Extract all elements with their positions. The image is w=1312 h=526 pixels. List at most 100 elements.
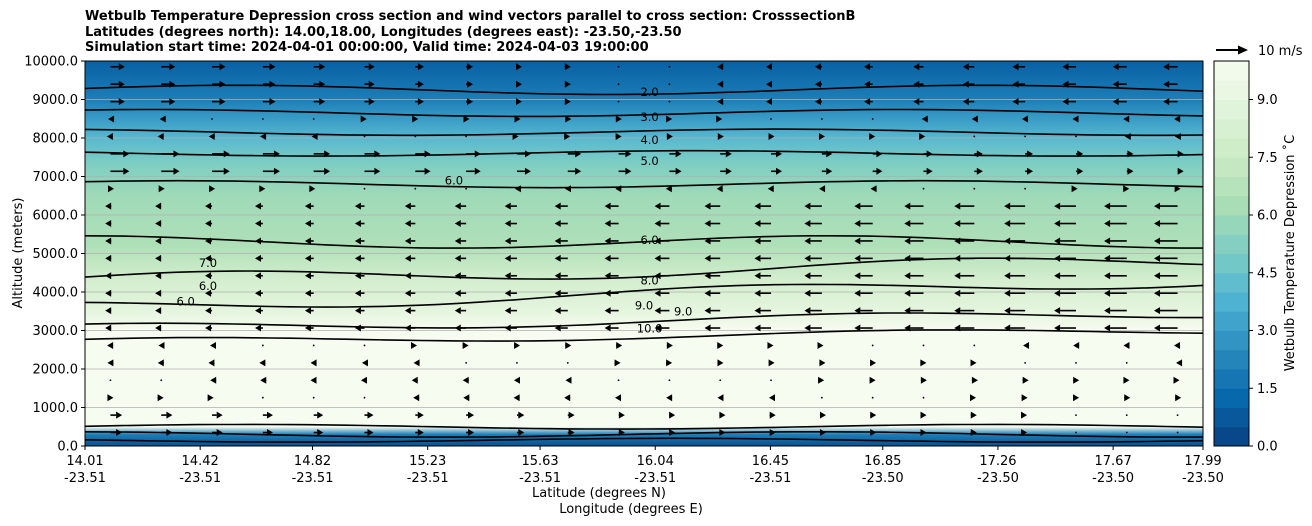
wind-vector [819, 185, 826, 193]
wind-vector [304, 237, 314, 245]
wind-vector [354, 220, 365, 228]
wind-vector [415, 80, 424, 88]
colorbar-band [1214, 195, 1249, 216]
title-line-3: Simulation start time: 2024-04-01 00:00:… [85, 40, 649, 55]
wind-vector [720, 150, 732, 158]
wind-vector [973, 344, 976, 347]
wind-vector [161, 98, 176, 106]
wind-vector [210, 341, 217, 349]
wind-vector [904, 272, 924, 280]
wind-vector [962, 98, 975, 106]
wind-vector [304, 324, 314, 332]
wind-vector [1154, 307, 1178, 315]
wind-vector [304, 254, 314, 262]
wind-vector [1125, 414, 1128, 417]
wind-vector [155, 254, 162, 262]
wind-vector [1054, 237, 1076, 245]
wind-vector [913, 63, 924, 71]
wind-vector [804, 220, 822, 228]
wind-vector [614, 359, 621, 367]
colorbar-band [1214, 369, 1249, 389]
wind-vector [255, 220, 263, 228]
wind-vector [310, 359, 317, 367]
wind-vector [259, 185, 266, 193]
wind-vector [107, 341, 114, 349]
wind-vector [161, 167, 180, 175]
contour-label: 3.0 [640, 110, 658, 124]
wind-vector [1104, 254, 1127, 262]
wind-vector [954, 220, 975, 228]
wind-vector [1012, 98, 1026, 106]
wind-vector [212, 167, 230, 175]
wind-vector [1176, 359, 1183, 367]
wind-vector [1054, 272, 1076, 280]
wind-vector [155, 307, 162, 315]
wind-vector [1154, 220, 1178, 228]
wind-vector [704, 220, 721, 228]
wind-vector [105, 272, 112, 280]
x-tick-label-lat: 17.26 [979, 454, 1016, 469]
wind-vector [1021, 429, 1028, 437]
wind-vector [814, 98, 822, 106]
wind-vector [668, 379, 671, 382]
wind-vector [669, 429, 676, 437]
wind-vector [1054, 254, 1076, 262]
x-tick-label-lat: 14.82 [294, 454, 331, 469]
wind-vector [1054, 202, 1076, 210]
wind-vector [1004, 220, 1026, 228]
wind-vector [864, 80, 873, 88]
wind-vector [1054, 220, 1076, 228]
wind-vector [155, 220, 162, 228]
wind-vector [618, 429, 625, 437]
wind-vector [1024, 361, 1027, 364]
wind-vector [872, 167, 883, 175]
wind-vector [615, 115, 622, 123]
wind-vector [504, 237, 517, 245]
wind-vector [604, 289, 619, 297]
wind-vector [920, 359, 927, 367]
wind-vector [261, 344, 264, 347]
wind-vector [566, 361, 569, 364]
wind-vector [413, 394, 420, 402]
wind-vector [158, 185, 165, 193]
wind-vector [158, 341, 165, 349]
wind-vector [108, 185, 115, 193]
wind-vector [207, 394, 214, 402]
wind-vector [704, 289, 721, 297]
wind-vector [454, 272, 467, 280]
y-tick-label: 3000.0 [33, 324, 79, 339]
wind-vector [205, 237, 213, 245]
wind-vector [313, 150, 331, 158]
wind-vector [309, 185, 316, 193]
wind-vector [704, 307, 721, 315]
colorbar-band [1214, 407, 1249, 428]
wind-vector [255, 254, 263, 262]
wind-vector [554, 220, 568, 228]
wind-vector [105, 254, 112, 262]
y-tick-label: 9000.0 [33, 93, 79, 108]
wind-vector [604, 272, 619, 280]
wind-vector [820, 118, 823, 120]
wind-vector [1021, 394, 1028, 402]
wind-vector [804, 254, 822, 262]
wind-vector [617, 100, 620, 103]
wind-vector [1177, 150, 1184, 158]
wind-vector [854, 237, 873, 245]
wind-vector [466, 429, 475, 437]
wind-vector [1104, 307, 1127, 315]
wind-vector [754, 237, 772, 245]
contour-label: 10.0 [637, 322, 663, 336]
wind-vector [616, 341, 623, 349]
wind-vector [1104, 237, 1127, 245]
wind-vector [1062, 80, 1076, 88]
wind-vector [208, 359, 215, 367]
wind-vector [1112, 80, 1127, 88]
x-tick-label-lat: 16.04 [637, 454, 674, 469]
wind-vector [554, 254, 568, 262]
wind-vector [554, 289, 568, 297]
contour-label: 6.0 [445, 173, 463, 187]
wind-vector [554, 237, 568, 245]
wind-vector [1075, 431, 1077, 434]
wind-vector [1075, 361, 1077, 364]
